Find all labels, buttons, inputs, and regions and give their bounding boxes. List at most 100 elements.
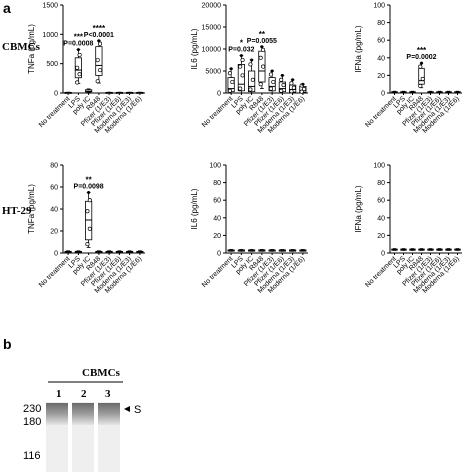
max-point	[280, 73, 284, 77]
box	[418, 67, 425, 85]
y-tick-label: 10000	[202, 47, 222, 54]
p-value-label: P=0.032	[228, 47, 254, 54]
p-value-label: P=0.0055	[247, 38, 277, 45]
gel-lane-2-label: 2	[81, 388, 87, 400]
significance-stars: **	[259, 30, 266, 39]
gel-title: CBMCs	[82, 367, 121, 379]
y-tick-label: 80	[377, 20, 385, 27]
significance-stars: ****	[93, 24, 106, 33]
y-tick-label: 60	[213, 198, 221, 205]
data-point	[238, 64, 243, 69]
gel-marker-180: 180	[23, 416, 41, 428]
y-tick-label: 500	[46, 61, 58, 68]
panel-label-b: b	[3, 336, 12, 352]
y-axis-label: IL6 (pg/mL)	[190, 28, 199, 69]
data-point	[268, 72, 273, 77]
y-tick-label: 80	[50, 163, 58, 170]
data-point	[248, 87, 253, 92]
data-point	[75, 80, 80, 85]
y-tick-label: 20	[50, 229, 58, 236]
p-value-label: P=0.0008	[63, 41, 93, 48]
significance-stars: ***	[417, 46, 427, 55]
x-tick-label: No treatment	[201, 255, 235, 289]
data-point	[227, 71, 232, 76]
data-point	[227, 88, 232, 93]
box	[85, 200, 93, 241]
y-tick-label: 0	[217, 91, 221, 98]
row-label-cbmcs: CBMCs	[2, 41, 41, 53]
y-tick-label: 0	[54, 91, 58, 98]
max-point	[76, 48, 80, 52]
x-tick-label: No treatment	[364, 95, 398, 129]
max-point	[291, 78, 295, 82]
gel-lane-1-label: 1	[56, 388, 62, 400]
y-axis-label: TNFa (pg/mL)	[27, 184, 36, 234]
data-point	[85, 242, 90, 247]
data-point	[258, 82, 263, 87]
max-point	[260, 45, 264, 49]
y-tick-label: 5000	[205, 69, 221, 76]
gel-band-lane-3	[98, 403, 120, 425]
y-tick-label: 40	[50, 207, 58, 214]
x-tick-label: No treatment	[38, 255, 72, 289]
data-point	[289, 81, 294, 86]
max-point	[239, 54, 243, 58]
max-point	[97, 39, 101, 43]
data-point	[75, 65, 80, 70]
max-point	[270, 69, 274, 73]
max-point	[420, 61, 423, 65]
data-point	[98, 41, 103, 46]
data-point	[418, 64, 423, 69]
data-point	[268, 86, 273, 91]
data-point	[261, 64, 266, 69]
max-point	[87, 191, 91, 194]
y-axis-label: TNFa (pg/mL)	[27, 24, 36, 74]
y-tick-label: 80	[213, 180, 221, 187]
y-tick-label: 1500	[42, 3, 58, 10]
max-point	[229, 67, 233, 71]
data-point	[230, 79, 235, 85]
significance-stars: *	[240, 39, 244, 48]
p-value-label: P=0.0002	[406, 54, 436, 61]
data-point	[77, 72, 82, 77]
gel-lane-3-label: 3	[105, 388, 111, 400]
y-tick-label: 0	[217, 251, 221, 258]
y-tick-label: 60	[377, 198, 385, 205]
y-tick-label: 100	[373, 163, 385, 170]
gel-band-arrow-icon	[124, 406, 130, 412]
y-tick-label: 100	[209, 163, 221, 170]
y-tick-label: 40	[377, 215, 385, 222]
y-tick-label: 20	[377, 233, 385, 240]
panel-label-a: a	[3, 0, 11, 16]
gel-marker-230: 230	[23, 403, 41, 415]
data-point	[291, 85, 296, 90]
y-tick-label: 15000	[202, 25, 222, 32]
chart-2: 0 5000 10000 15000 20000 IL6 (pg/mL) No treatm…	[190, 3, 308, 135]
y-tick-label: 60	[50, 185, 58, 192]
data-point	[302, 86, 307, 92]
y-tick-label: 80	[377, 180, 385, 187]
data-point	[289, 89, 294, 94]
y-axis-label: IFNa (pg/mL)	[354, 185, 363, 232]
data-point	[240, 73, 245, 78]
y-tick-label: 100	[373, 3, 385, 10]
max-point	[250, 58, 254, 62]
data-point	[279, 77, 284, 82]
gel-marker-116: 116	[23, 450, 41, 462]
y-tick-label: 20	[213, 233, 221, 240]
max-point	[301, 82, 305, 86]
p-value-label: P<0.0001	[84, 32, 114, 39]
data-point	[85, 209, 90, 214]
x-tick-label: No treatment	[38, 95, 72, 129]
data-point	[299, 89, 304, 94]
data-point	[420, 76, 425, 81]
data-point	[281, 83, 286, 88]
data-point	[261, 47, 266, 52]
gel-band-lane-2	[72, 403, 94, 425]
